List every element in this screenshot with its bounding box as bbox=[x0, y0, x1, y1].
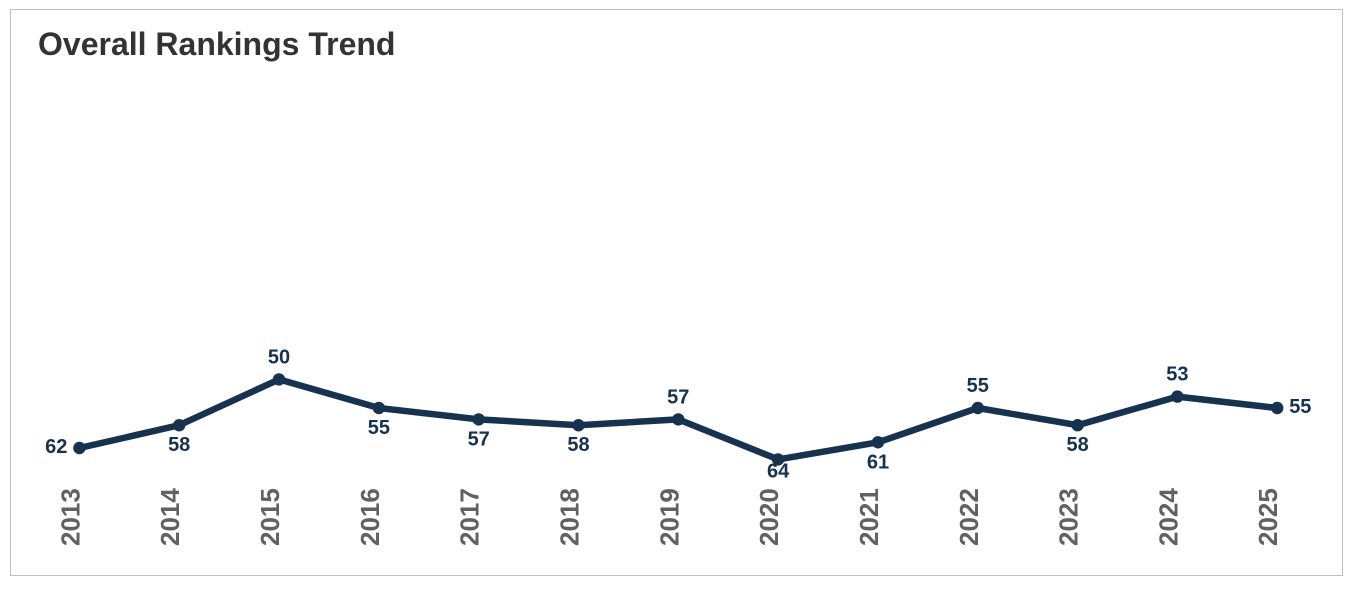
svg-text:58: 58 bbox=[567, 434, 589, 456]
svg-text:2014: 2014 bbox=[155, 488, 185, 546]
svg-text:55: 55 bbox=[1289, 396, 1311, 418]
svg-text:2016: 2016 bbox=[355, 488, 385, 546]
svg-text:55: 55 bbox=[368, 417, 390, 439]
svg-text:2023: 2023 bbox=[1054, 488, 1084, 546]
svg-text:58: 58 bbox=[1066, 434, 1088, 456]
svg-text:57: 57 bbox=[667, 386, 689, 408]
svg-text:2013: 2013 bbox=[55, 488, 85, 546]
svg-text:2020: 2020 bbox=[754, 488, 784, 546]
svg-text:2019: 2019 bbox=[654, 488, 684, 546]
svg-text:2015: 2015 bbox=[255, 488, 285, 546]
svg-text:50: 50 bbox=[268, 346, 290, 368]
svg-text:2024: 2024 bbox=[1153, 488, 1183, 546]
svg-text:2017: 2017 bbox=[455, 488, 485, 546]
svg-text:2022: 2022 bbox=[954, 488, 984, 546]
svg-text:58: 58 bbox=[168, 434, 190, 456]
svg-text:2025: 2025 bbox=[1253, 488, 1283, 546]
svg-text:53: 53 bbox=[1166, 364, 1188, 386]
svg-text:55: 55 bbox=[967, 375, 989, 397]
svg-text:62: 62 bbox=[45, 436, 67, 458]
svg-text:57: 57 bbox=[468, 428, 490, 450]
svg-text:2021: 2021 bbox=[854, 488, 884, 546]
svg-text:64: 64 bbox=[767, 460, 790, 482]
svg-text:61: 61 bbox=[867, 451, 889, 473]
svg-text:2018: 2018 bbox=[555, 488, 585, 546]
